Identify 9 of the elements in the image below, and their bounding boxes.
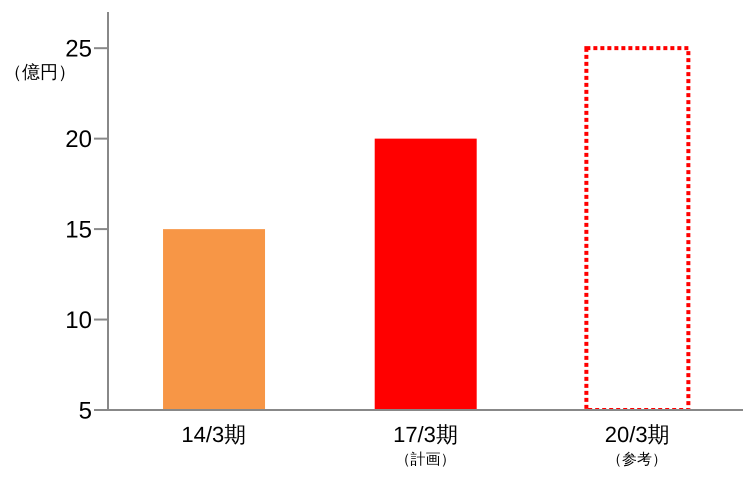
y-tick-label: 5 bbox=[78, 398, 92, 425]
y-axis-title: （億円） bbox=[4, 61, 76, 84]
y-tick-label: 10 bbox=[65, 307, 92, 334]
y-tick-label: 25 bbox=[65, 36, 92, 63]
y-tick-label: 20 bbox=[65, 126, 92, 154]
x-tick-label: 17/3期（計画） bbox=[393, 422, 458, 468]
y-tick-label: 15 bbox=[65, 216, 92, 244]
x-tick-label: 14/3期 bbox=[181, 422, 246, 447]
x-tick-label: 20/3期（参考） bbox=[604, 422, 670, 468]
